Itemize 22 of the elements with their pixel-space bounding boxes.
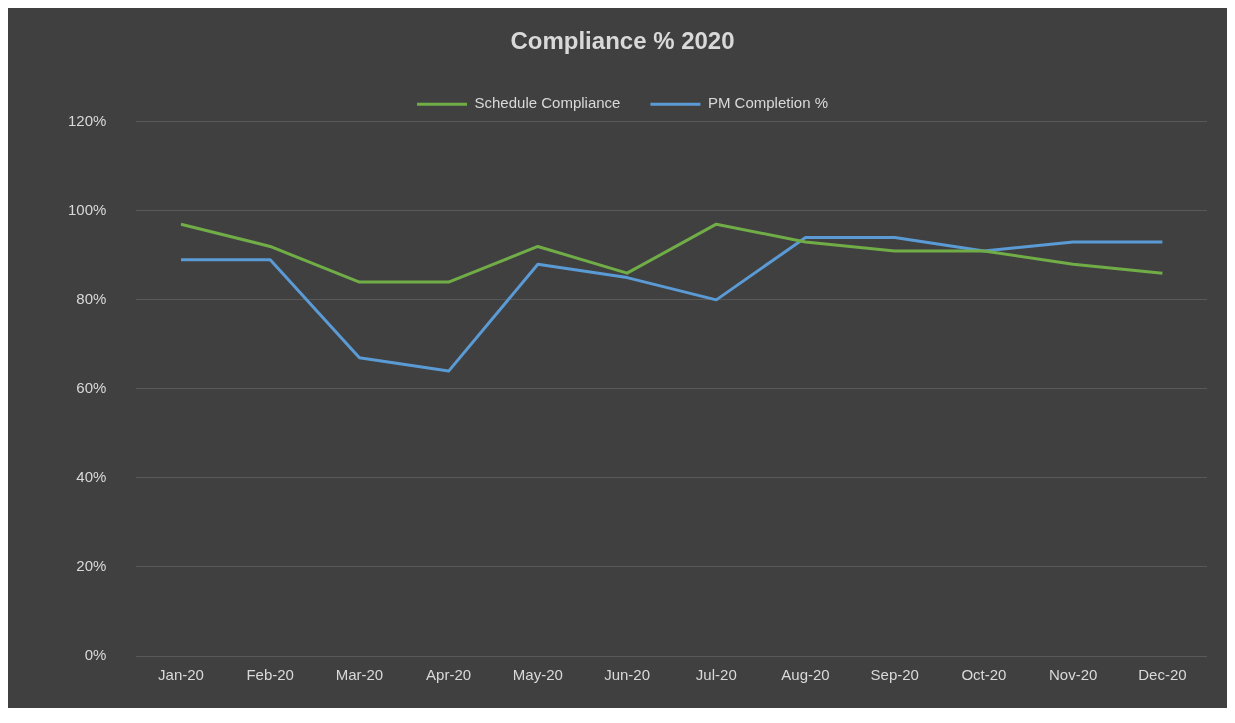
y-tick-label: 100%	[67, 200, 107, 218]
x-tick-label: Oct-20	[961, 666, 1007, 684]
chart-title: Compliance % 2020	[510, 27, 735, 55]
y-tick-label: 120%	[67, 111, 107, 129]
x-tick-label: Aug-20	[781, 666, 830, 684]
legend-label: Schedule Compliance	[474, 94, 621, 112]
x-tick-label: Dec-20	[1138, 666, 1187, 684]
y-tick-label: 0%	[84, 646, 107, 664]
x-tick-label: Jul-20	[695, 666, 737, 684]
x-tick-label: Feb-20	[246, 666, 294, 684]
y-tick-label: 80%	[76, 290, 107, 308]
x-tick-label: Jun-20	[604, 666, 651, 684]
x-tick-label: Nov-20	[1048, 666, 1098, 684]
x-tick-label: Apr-20	[426, 666, 472, 684]
x-tick-label: May-20	[512, 666, 563, 684]
x-tick-label: Sep-20	[870, 666, 919, 684]
x-tick-label: Mar-20	[335, 666, 384, 684]
x-tick-label: Jan-20	[158, 666, 204, 684]
legend-label: PM Completion %	[707, 94, 828, 112]
y-tick-label: 40%	[76, 468, 107, 486]
y-tick-label: 20%	[76, 557, 107, 575]
y-tick-label: 60%	[76, 379, 107, 397]
